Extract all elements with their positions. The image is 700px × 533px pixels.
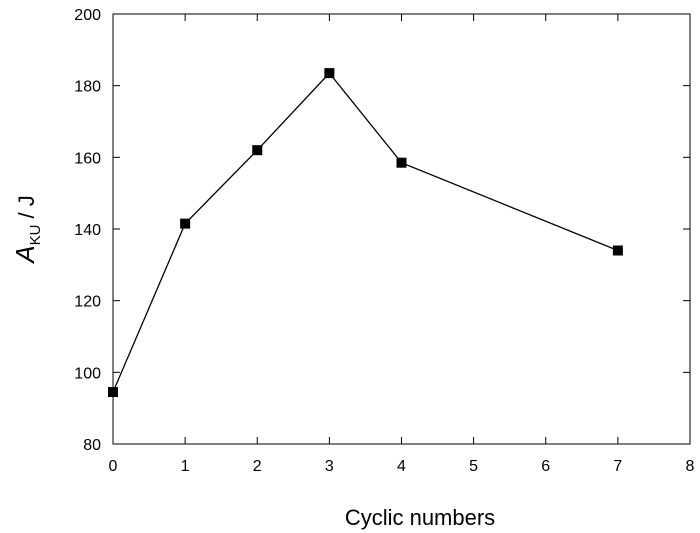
x-tick-label: 6 — [541, 458, 550, 475]
y-axis-title-unit: / J — [14, 195, 39, 224]
x-axis-ticks: 0 1 2 3 4 5 6 7 8 — [109, 14, 695, 475]
x-tick-label: 4 — [397, 458, 406, 475]
data-point — [252, 145, 263, 156]
y-axis-title-subscript: KU — [27, 225, 44, 246]
y-tick-label: 80 — [83, 437, 101, 454]
x-tick-label: 1 — [181, 458, 190, 475]
y-tick-label: 140 — [74, 222, 101, 239]
y-axis-title: AKU / J — [10, 195, 44, 265]
x-tick-label: 5 — [469, 458, 478, 475]
x-tick-label: 3 — [325, 458, 334, 475]
y-axis-ticks: 80 100 120 140 160 180 200 — [74, 7, 690, 454]
data-point — [396, 157, 407, 168]
series-line — [112, 72, 619, 393]
y-axis-title-symbol: A — [10, 245, 40, 264]
y-tick-label: 100 — [74, 365, 101, 382]
data-point — [612, 245, 623, 256]
plot-frame — [112, 13, 691, 445]
y-tick-label: 180 — [74, 79, 101, 96]
y-tick-label: 160 — [74, 150, 101, 167]
x-tick-label: 7 — [613, 458, 622, 475]
x-tick-label: 8 — [686, 458, 695, 475]
data-point — [324, 68, 335, 79]
data-point — [108, 387, 118, 398]
y-tick-label: 120 — [74, 294, 101, 311]
x-tick-label: 0 — [109, 458, 118, 475]
x-axis-title: Cyclic numbers — [345, 505, 495, 530]
x-tick-label: 2 — [253, 458, 262, 475]
series-group — [108, 68, 623, 398]
data-point — [180, 218, 191, 229]
y-tick-label: 200 — [74, 7, 101, 24]
